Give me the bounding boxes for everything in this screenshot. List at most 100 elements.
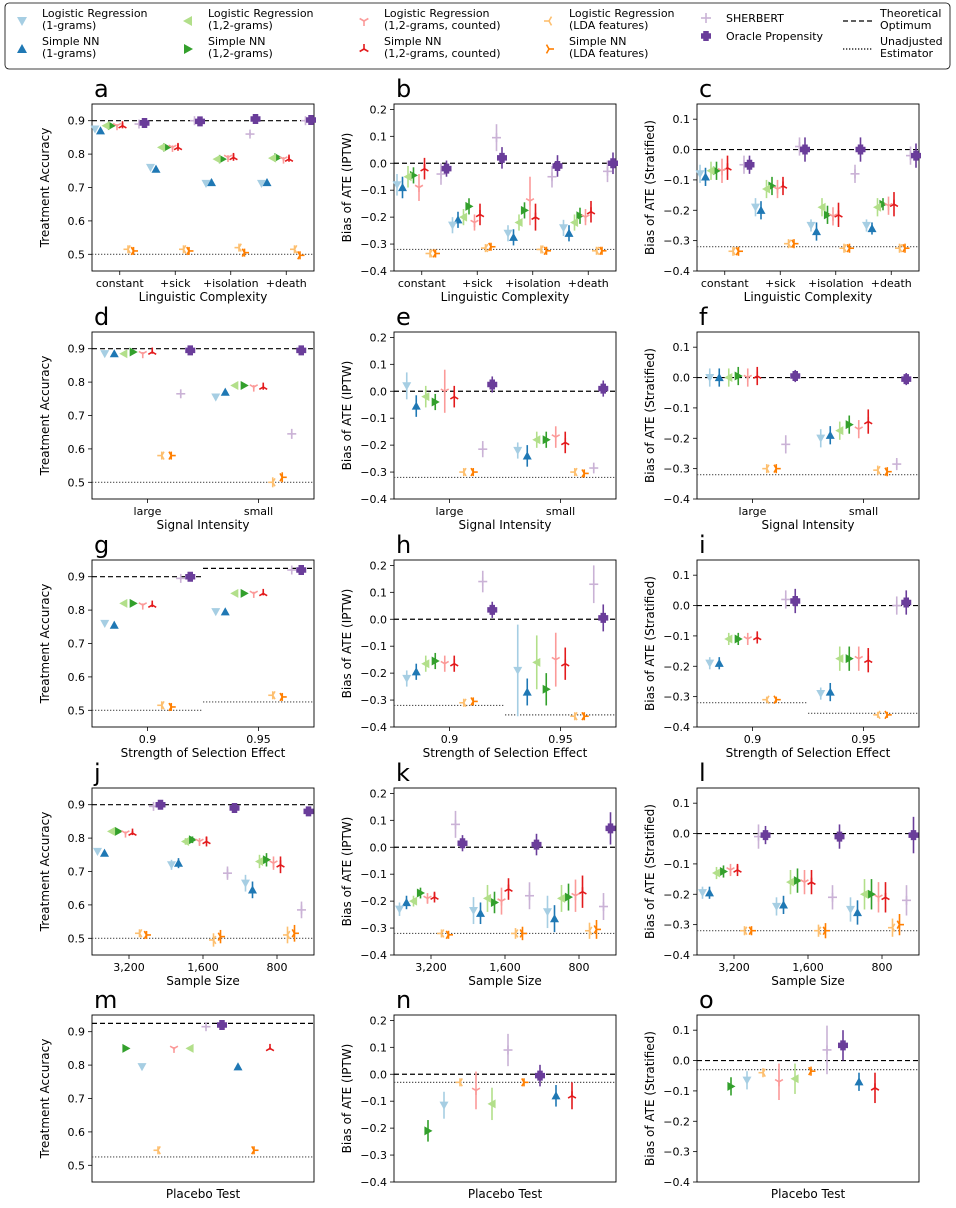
point-lrlda — [157, 700, 165, 710]
marker — [814, 926, 822, 936]
marker — [402, 674, 412, 684]
marker-stroke — [808, 1066, 812, 1072]
point-nn12 — [431, 652, 440, 670]
point-nn1 — [411, 395, 421, 417]
y-tick-label: −0.2 — [360, 1122, 387, 1135]
marker-stroke — [132, 832, 137, 837]
legend-entry-lr1: Logistic Regression(1-grams) — [17, 7, 148, 32]
marker — [846, 243, 854, 253]
point-nn12c — [147, 600, 157, 609]
marker-stroke — [423, 895, 428, 900]
marker — [726, 867, 735, 875]
point-nn1 — [174, 858, 183, 869]
marker — [532, 657, 541, 667]
point-nnlda — [884, 467, 892, 477]
x-tick-label: +death — [871, 277, 912, 290]
axes-frame — [393, 331, 617, 500]
point-oracle — [296, 345, 307, 356]
point-nnlda — [884, 710, 892, 720]
x-tick-label: 800 — [569, 961, 590, 974]
x-tick-label: 3,200 — [718, 961, 750, 974]
marker-stroke — [186, 250, 190, 256]
point-nnlda — [291, 924, 299, 942]
point-nn1 — [550, 905, 559, 933]
point-nn12 — [520, 202, 529, 219]
point-lr12c — [169, 1045, 179, 1053]
point-nn1 — [100, 848, 109, 857]
x-axis-label: Linguistic Complexity — [139, 290, 268, 304]
point-oracle — [217, 1020, 227, 1031]
panel-b: b −0.4 −0.3 −0.2 −0.1 0.0 0.1 0.2 Bias of ATE (I… — [340, 75, 618, 304]
marker-stroke — [432, 253, 437, 258]
marker — [855, 144, 866, 155]
y-tick-label: −0.2 — [663, 432, 690, 445]
marker-stroke — [726, 867, 731, 871]
point-nn12 — [576, 207, 585, 224]
point-nnlda — [279, 472, 287, 483]
marker-stroke — [432, 249, 437, 254]
marker-stroke — [817, 926, 822, 932]
marker — [181, 836, 190, 846]
marker — [201, 179, 211, 188]
point-lr1 — [698, 886, 707, 899]
marker — [762, 184, 771, 194]
point-nn12c — [430, 891, 439, 903]
point-lr12c — [726, 863, 735, 877]
point-lr1 — [503, 225, 513, 242]
marker — [735, 246, 743, 256]
marker — [752, 371, 762, 379]
x-axis-label: Sample Size — [771, 974, 844, 988]
marker-stroke — [838, 214, 843, 218]
x-tick-label: 1,600 — [792, 961, 824, 974]
marker — [296, 565, 307, 576]
marker-stroke — [177, 146, 183, 151]
point-nn12c — [265, 1043, 275, 1052]
marker — [744, 159, 755, 170]
marker — [717, 167, 727, 176]
marker — [835, 426, 844, 436]
marker — [834, 831, 845, 842]
point-nnlda — [251, 1145, 259, 1155]
marker — [791, 239, 799, 248]
panel-n: n −0.4 −0.3 −0.2 −0.1 0.0 0.1 0.2 Bias of ATE (I… — [340, 986, 617, 1201]
marker-stroke — [168, 451, 172, 456]
marker-stroke — [858, 655, 864, 660]
marker-stroke — [743, 930, 748, 936]
marker-stroke — [756, 375, 762, 379]
marker — [543, 908, 552, 917]
point-nn12c — [173, 142, 183, 151]
point-lr12c — [571, 879, 580, 912]
marker — [449, 392, 459, 400]
marker — [17, 44, 27, 53]
axes-frame — [91, 103, 315, 272]
panel-label: o — [699, 986, 714, 1014]
x-axis-label: Strength of Selection Effect — [121, 746, 286, 760]
point-nn1 — [701, 167, 710, 186]
marker — [714, 373, 724, 382]
marker — [784, 239, 792, 248]
marker-stroke — [867, 659, 873, 664]
marker-stroke — [279, 472, 283, 478]
point-lr12c — [138, 350, 148, 359]
marker — [522, 451, 532, 460]
point-oracle — [535, 1064, 545, 1087]
marker-stroke — [514, 929, 519, 934]
y-axis-label: Bias of ATE (Stratified) — [643, 804, 657, 939]
point-lr12c — [112, 122, 122, 131]
marker-stroke — [122, 125, 127, 129]
point-nnlda — [846, 243, 854, 253]
marker-stroke — [249, 384, 255, 388]
marker — [551, 1091, 561, 1100]
y-tick-label: 0.1 — [370, 814, 388, 827]
marker — [520, 205, 529, 215]
marker — [564, 892, 573, 902]
marker-stroke — [173, 1045, 179, 1050]
x-tick-label: +isolation — [203, 277, 259, 290]
point-nnlda — [896, 914, 904, 936]
point-lr12 — [230, 380, 239, 390]
marker-stroke — [138, 928, 143, 934]
x-axis-label: Signal Intensity — [459, 518, 552, 532]
point-nn12 — [734, 632, 743, 646]
marker-stroke — [846, 243, 851, 249]
point-oracle — [552, 155, 563, 177]
